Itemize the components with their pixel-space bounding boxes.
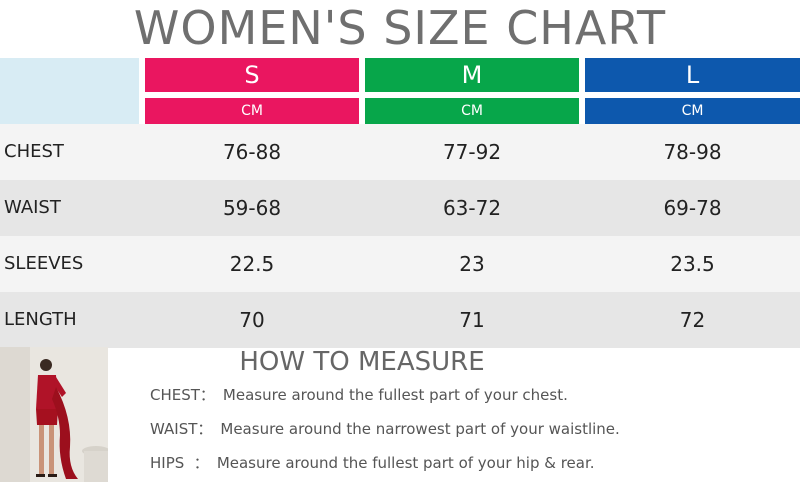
row-label-length: LENGTH [4,309,77,330]
size-label-l: L [585,58,800,92]
size-column-s: S CM [145,58,359,124]
size-header-row: S CM M CM L CM [0,56,800,124]
measure-item-chest: CHEST： Measure around the fullest part of… [150,384,568,406]
cell-sleeves-l: 23.5 [670,252,715,276]
header-corner-cell [0,58,139,124]
cell-chest-l: 78-98 [663,140,722,164]
model-photo [0,347,108,482]
size-label-s: S [145,58,359,92]
cell-length-s: 70 [239,308,265,332]
size-unit-m: CM [365,98,579,124]
size-column-m: M CM [365,58,579,124]
cell-chest-m: 77-92 [442,140,502,164]
page-title: WOMEN'S SIZE CHART [133,1,667,55]
measure-key-chest: CHEST： [150,386,215,404]
cell-waist-m: 63-72 [442,196,502,220]
row-label-waist: WAIST [4,197,61,218]
model-illustration [0,347,108,482]
size-column-l: L CM [585,58,800,124]
cell-waist-s: 59-68 [222,196,282,220]
table-row-length: LENGTH 70 71 72 [0,292,800,348]
measure-text-chest: Measure around the fullest part of your … [222,386,568,404]
table-row-chest: CHEST 76-88 77-92 78-98 [0,124,800,180]
table-row-sleeves: SLEEVES 22.5 23 23.5 [0,236,800,292]
measure-text-hips: Measure around the fullest part of your … [216,454,595,472]
measure-item-hips: HIPS ： Measure around the fullest part of… [150,452,595,474]
size-unit-s: CM [145,98,359,124]
measure-key-hips: HIPS ： [150,454,209,472]
row-label-sleeves: SLEEVES [4,253,84,274]
cell-length-m: 71 [459,308,485,332]
cell-sleeves-s: 22.5 [229,252,275,276]
cell-sleeves-m: 23 [459,252,485,276]
table-row-waist: WAIST 59-68 63-72 69-78 [0,180,800,236]
measure-key-waist: WAIST： [150,420,213,438]
size-unit-l: CM [585,98,800,124]
how-to-measure-title: HOW TO MEASURE [239,347,485,377]
cell-waist-l: 69-78 [663,196,722,220]
cell-chest-s: 76-88 [222,140,282,164]
row-label-chest: CHEST [4,141,64,162]
measure-item-waist: WAIST： Measure around the narrowest part … [150,418,620,440]
size-label-m: M [365,58,579,92]
cell-length-l: 72 [679,308,706,332]
measure-text-waist: Measure around the narrowest part of you… [220,420,620,438]
